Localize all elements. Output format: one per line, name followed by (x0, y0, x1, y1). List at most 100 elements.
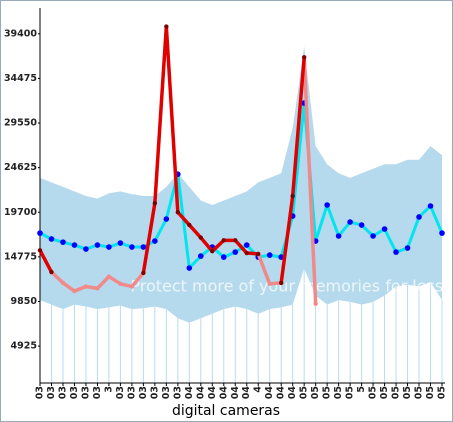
point (95, 286, 100, 291)
point (83, 284, 89, 289)
x-tick-label: 05 (299, 386, 310, 399)
point (335, 233, 342, 239)
y-tick-label: 24625 (4, 162, 37, 173)
point (72, 288, 77, 294)
point (117, 240, 124, 246)
x-tick-label: 04 (207, 386, 218, 400)
point (118, 281, 123, 287)
x-tick-label: 04 (184, 386, 195, 400)
point (198, 253, 204, 259)
point (37, 248, 43, 253)
y-tick-label: 4925 (11, 341, 37, 352)
x-tick-label: 04 (218, 386, 229, 400)
point (381, 226, 388, 232)
point (393, 249, 399, 255)
point (347, 219, 353, 225)
point (71, 242, 78, 248)
x-tick-label: 3 (103, 386, 114, 393)
x-tick-label: 04 (195, 386, 206, 400)
point (187, 222, 192, 228)
point (49, 269, 54, 275)
x-tick-label: 05 (402, 386, 413, 399)
point (266, 252, 273, 258)
point (279, 280, 284, 286)
point (106, 244, 112, 250)
point (210, 249, 215, 254)
x-tick-label: 05 (379, 386, 390, 399)
point (404, 245, 411, 251)
x-tick-label: 03 (80, 386, 91, 399)
point (83, 246, 89, 252)
point (152, 238, 158, 244)
x-tick-label: 05 (322, 386, 333, 399)
point (267, 281, 272, 287)
x-tick-label: 04 (230, 386, 241, 400)
point (233, 238, 238, 243)
x-tick-label: 05 (345, 386, 356, 399)
point (439, 230, 445, 236)
x-tick-label: 03 (46, 386, 57, 399)
x-tick-label: 03 (138, 386, 149, 399)
x-tick-label: 04 (276, 386, 287, 400)
x-tick-label: 5 (356, 386, 367, 393)
x-tick-label: 4 (253, 386, 264, 393)
x-tick-label: 05 (414, 386, 425, 399)
x-axis-title: digital cameras (172, 403, 280, 419)
point (370, 233, 376, 239)
point (152, 200, 158, 206)
x-tick-label: 03 (161, 386, 172, 399)
point (37, 230, 43, 236)
point (358, 222, 365, 228)
point (243, 242, 250, 248)
point (313, 301, 318, 306)
point (278, 254, 285, 260)
x-tick-label: 03 (57, 386, 68, 399)
y-tick-label: 39400 (4, 28, 37, 39)
point (186, 265, 193, 271)
point (244, 250, 249, 256)
x-tick-label: 04 (287, 386, 298, 400)
x-tick-label: 03 (92, 386, 103, 399)
plot: Protect more of your memories for less! 4… (4, 8, 450, 399)
x-tick-label: 03 (149, 386, 160, 399)
y-tick-label: 9850 (11, 296, 38, 307)
x-tick-label: 05 (368, 386, 379, 399)
point (427, 203, 434, 209)
point (140, 244, 147, 250)
point (60, 239, 66, 245)
point (175, 210, 181, 215)
x-tick-label: 05 (425, 386, 436, 399)
point (48, 236, 55, 242)
x-tick-label: 03 (35, 386, 46, 399)
point (141, 270, 146, 276)
point (94, 242, 101, 248)
x-tick-label: 05 (310, 386, 321, 399)
point (60, 280, 66, 286)
y-tick-label: 19700 (4, 207, 37, 218)
y-tick-label: 34475 (4, 73, 37, 84)
point (232, 249, 239, 255)
point (416, 214, 422, 220)
band (40, 46, 442, 323)
x-tick-label: 03 (172, 386, 183, 399)
point (129, 244, 135, 250)
point (290, 193, 295, 199)
point (163, 216, 170, 222)
y-tick-label: 29550 (4, 118, 37, 129)
point (256, 251, 261, 257)
point (221, 238, 226, 243)
x-tick-label: 03 (69, 386, 80, 399)
x-tick-label: 04 (241, 386, 252, 400)
point (129, 284, 135, 289)
x-tick-label: 03 (126, 386, 137, 399)
point (301, 55, 307, 60)
point (220, 254, 227, 260)
x-tick-label: 04 (264, 386, 275, 400)
x-tick-label: 05 (391, 386, 402, 399)
x-tick-label: 05 (437, 386, 448, 399)
point (106, 274, 112, 279)
x-tick-label: 05 (333, 386, 344, 399)
y-tick-label: 14775 (4, 251, 37, 262)
point (324, 202, 330, 208)
